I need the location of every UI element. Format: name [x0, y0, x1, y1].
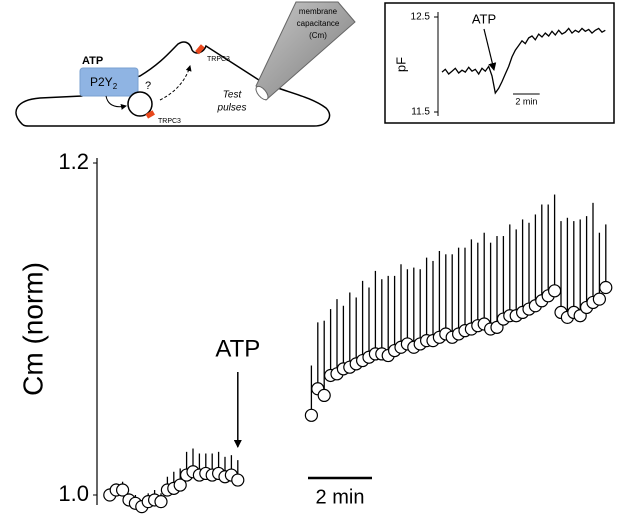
y-tick-label: 1.2: [58, 149, 89, 174]
question-mark: ?: [145, 80, 151, 92]
scale-bar-label: 2 min: [316, 486, 365, 508]
receptor-label: P2Y2: [90, 75, 118, 91]
data-point: [115, 483, 130, 497]
pipette-tip: [255, 85, 269, 101]
channel-membrane: [195, 44, 205, 55]
pipette: [255, 1, 356, 101]
channel-label: TRPC3: [207, 56, 230, 63]
signal-arrow: [105, 95, 127, 110]
y-axis-label: Cm (norm): [17, 262, 48, 396]
annotation-arrow: [483, 28, 497, 71]
vesicle: [127, 91, 153, 117]
fusion-arrow: [159, 65, 192, 101]
inset-frame: [384, 2, 615, 124]
pulses-label: Test: [223, 90, 243, 101]
pipette-label: (Cm): [309, 31, 327, 40]
data-point: [547, 284, 562, 298]
data-point: [592, 292, 607, 306]
annotation: ATP: [472, 11, 496, 26]
receptor-subscript: 2: [113, 82, 118, 91]
schematic: ATP P2Y2 ? TRPC3 TRPC3 membrane capacita…: [15, 1, 356, 127]
data-point: [154, 495, 168, 509]
pipette-label: membrane: [299, 7, 338, 16]
receptor-text: P2Y: [90, 75, 113, 89]
channel-label: TRPC3: [158, 118, 181, 125]
pulses-label: pulses: [217, 103, 247, 114]
y-axis-label: pF: [393, 57, 408, 72]
data-point: [304, 408, 318, 422]
channel-vesicle: [145, 110, 155, 119]
y-tick-label: 11.5: [411, 107, 430, 118]
trace: [441, 27, 606, 95]
data-point: [231, 473, 245, 487]
receptor-box: [79, 67, 139, 97]
y-tick-label: 12.5: [411, 12, 431, 23]
agonist-label: ATP: [82, 55, 103, 67]
data-point: [317, 388, 331, 402]
data-point: [599, 280, 613, 295]
pipette-label: capacitance: [297, 19, 340, 28]
data-point: [173, 478, 187, 492]
y-tick-label: 1.0: [58, 481, 89, 506]
scale-bar-label: 2 min: [515, 96, 537, 106]
annotation: ATP: [215, 335, 260, 362]
